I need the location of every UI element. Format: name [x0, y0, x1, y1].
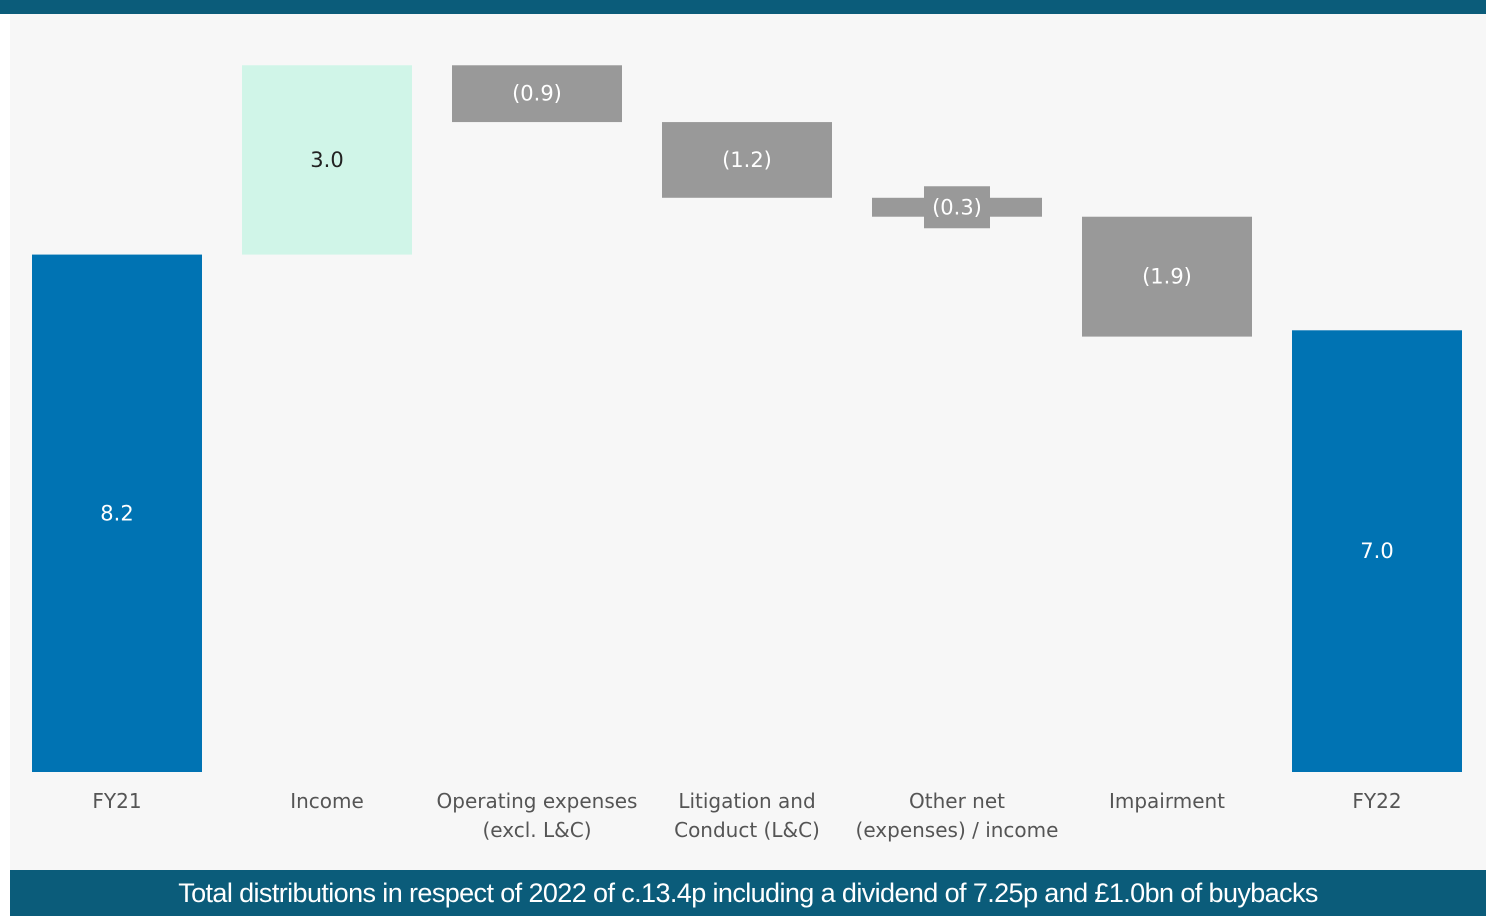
footer-text: Total distributions in respect of 2022 o… — [178, 877, 1318, 908]
category-label-6: FY22 — [1352, 789, 1401, 813]
category-label-0: FY21 — [92, 789, 141, 813]
category-label-5: Impairment — [1109, 789, 1225, 813]
bar-2 — [452, 65, 622, 123]
data-label-0: 8.2 — [100, 501, 133, 525]
data-label-2: (0.9) — [512, 82, 562, 106]
category-label-4: Other net (expenses) / income — [856, 789, 1059, 842]
bar-6 — [1292, 330, 1462, 772]
bar-label-tab-4 — [924, 186, 990, 229]
bar-0 — [32, 254, 202, 772]
bar-1 — [242, 65, 412, 255]
waterfall-chart: 8.2 FY21 3.0 Income (0.9) Operating expenses(… — [32, 65, 1462, 842]
bar-3 — [662, 122, 832, 198]
chart-area: 8.2 FY21 3.0 Income (0.9) Operating expenses(… — [10, 14, 1486, 870]
category-label-1: Income — [290, 789, 364, 813]
category-label-2: Operating expenses (excl. L&C) — [437, 789, 638, 842]
bar-5 — [1082, 216, 1252, 337]
data-label-6: 7.0 — [1360, 539, 1393, 563]
data-label-1: 3.0 — [310, 148, 343, 172]
data-label-4: (0.3) — [932, 195, 982, 219]
data-label-5: (1.9) — [1142, 265, 1192, 289]
footer-banner: Total distributions in respect of 2022 o… — [10, 870, 1486, 916]
category-label-3: Litigation and Conduct (L&C) — [674, 789, 820, 842]
header-bar — [0, 0, 1486, 14]
data-label-3: (1.2) — [722, 148, 772, 172]
